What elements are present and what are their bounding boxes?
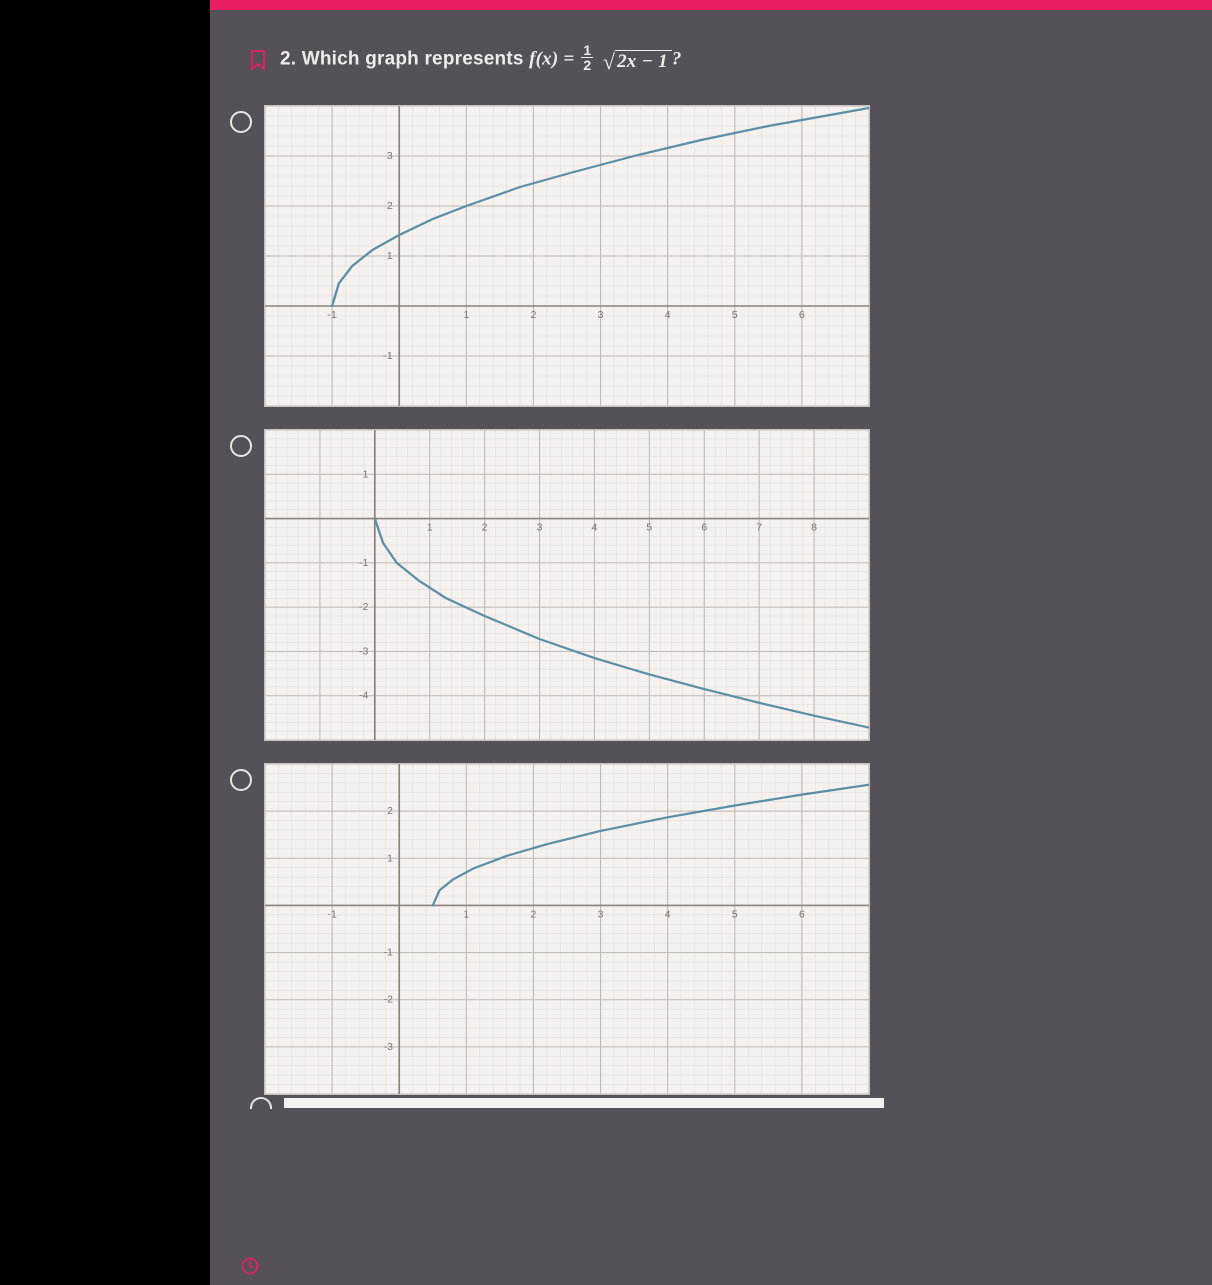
options-list: -1 1 2 3 4 5 6 -1 1 2 3 1 2 3 4 5 6 7 8 -4 -3 -2 -1 1 -1 1 2 3 4 5 6…	[230, 105, 870, 1129]
chart-d-sliver	[284, 1098, 884, 1108]
radio-c[interactable]	[230, 769, 252, 791]
svg-text:7: 7	[756, 523, 762, 534]
svg-text:2: 2	[530, 310, 536, 321]
svg-text:1: 1	[463, 310, 469, 321]
question-number: 2.	[280, 49, 296, 70]
svg-text:3: 3	[537, 523, 543, 534]
option-d-peek	[250, 1097, 890, 1109]
svg-text:-1: -1	[327, 310, 337, 321]
svg-text:-2: -2	[359, 602, 369, 613]
svg-text:5: 5	[732, 310, 738, 321]
svg-text:5: 5	[646, 523, 652, 534]
svg-text:6: 6	[799, 910, 805, 921]
svg-text:1: 1	[387, 251, 393, 262]
svg-text:2: 2	[531, 910, 537, 921]
svg-text:-2: -2	[384, 995, 394, 1006]
radio-a[interactable]	[230, 111, 252, 133]
svg-text:4: 4	[665, 910, 671, 921]
svg-text:1: 1	[427, 523, 433, 534]
svg-text:6: 6	[799, 310, 805, 321]
svg-text:5: 5	[732, 910, 738, 921]
svg-text:-3: -3	[359, 647, 369, 658]
svg-text:1: 1	[463, 910, 469, 921]
svg-text:-1: -1	[383, 351, 393, 362]
question-prompt: Which graph represents	[302, 49, 529, 70]
svg-text:-4: -4	[359, 691, 369, 702]
option-c[interactable]: -1 1 2 3 4 5 6 -3 -2 -1 1 2	[230, 763, 870, 1095]
chart-b: 1 2 3 4 5 6 7 8 -4 -3 -2 -1 1	[264, 429, 870, 741]
radio-b[interactable]	[230, 435, 252, 457]
svg-text:1: 1	[363, 470, 369, 481]
fraction: 1 2	[581, 43, 593, 72]
svg-text:4: 4	[592, 523, 598, 534]
svg-text:3: 3	[387, 151, 393, 162]
sqrt-symbol: √	[603, 49, 615, 75]
bookmark-icon[interactable]	[250, 50, 266, 70]
radio-d-partial[interactable]	[250, 1097, 272, 1109]
question-suffix: ?	[672, 49, 682, 70]
chart-c: -1 1 2 3 4 5 6 -3 -2 -1 1 2	[264, 763, 870, 1095]
option-b[interactable]: 1 2 3 4 5 6 7 8 -4 -3 -2 -1 1	[230, 429, 870, 741]
svg-text:6: 6	[701, 523, 707, 534]
sqrt: √ 2x − 1	[603, 47, 672, 73]
fraction-den: 2	[581, 58, 593, 72]
fraction-num: 1	[581, 43, 593, 58]
svg-text:-1: -1	[359, 558, 369, 569]
svg-text:2: 2	[482, 523, 488, 534]
left-gutter	[0, 0, 210, 1285]
radicand: 2x − 1	[615, 50, 672, 73]
question-row: 2. Which graph represents f(x) = 1 2 √ 2…	[250, 45, 1172, 74]
svg-text:-1: -1	[327, 910, 337, 921]
svg-text:3: 3	[598, 910, 604, 921]
svg-text:2: 2	[387, 201, 393, 212]
svg-text:8: 8	[811, 523, 817, 534]
svg-text:4: 4	[665, 310, 671, 321]
svg-text:2: 2	[387, 806, 393, 817]
content-panel: 2. Which graph represents f(x) = 1 2 √ 2…	[210, 0, 1212, 1285]
question-text: 2. Which graph represents f(x) = 1 2 √ 2…	[280, 45, 682, 74]
svg-text:-3: -3	[384, 1042, 394, 1053]
clock-icon[interactable]	[240, 1256, 260, 1281]
accent-top-bar	[210, 0, 1212, 10]
option-a[interactable]: -1 1 2 3 4 5 6 -1 1 2 3	[230, 105, 870, 407]
fn-lhs: f(x) =	[529, 49, 579, 70]
svg-text:-1: -1	[384, 948, 394, 959]
svg-text:3: 3	[598, 310, 604, 321]
svg-text:1: 1	[387, 853, 393, 864]
chart-a: -1 1 2 3 4 5 6 -1 1 2 3	[264, 105, 870, 407]
